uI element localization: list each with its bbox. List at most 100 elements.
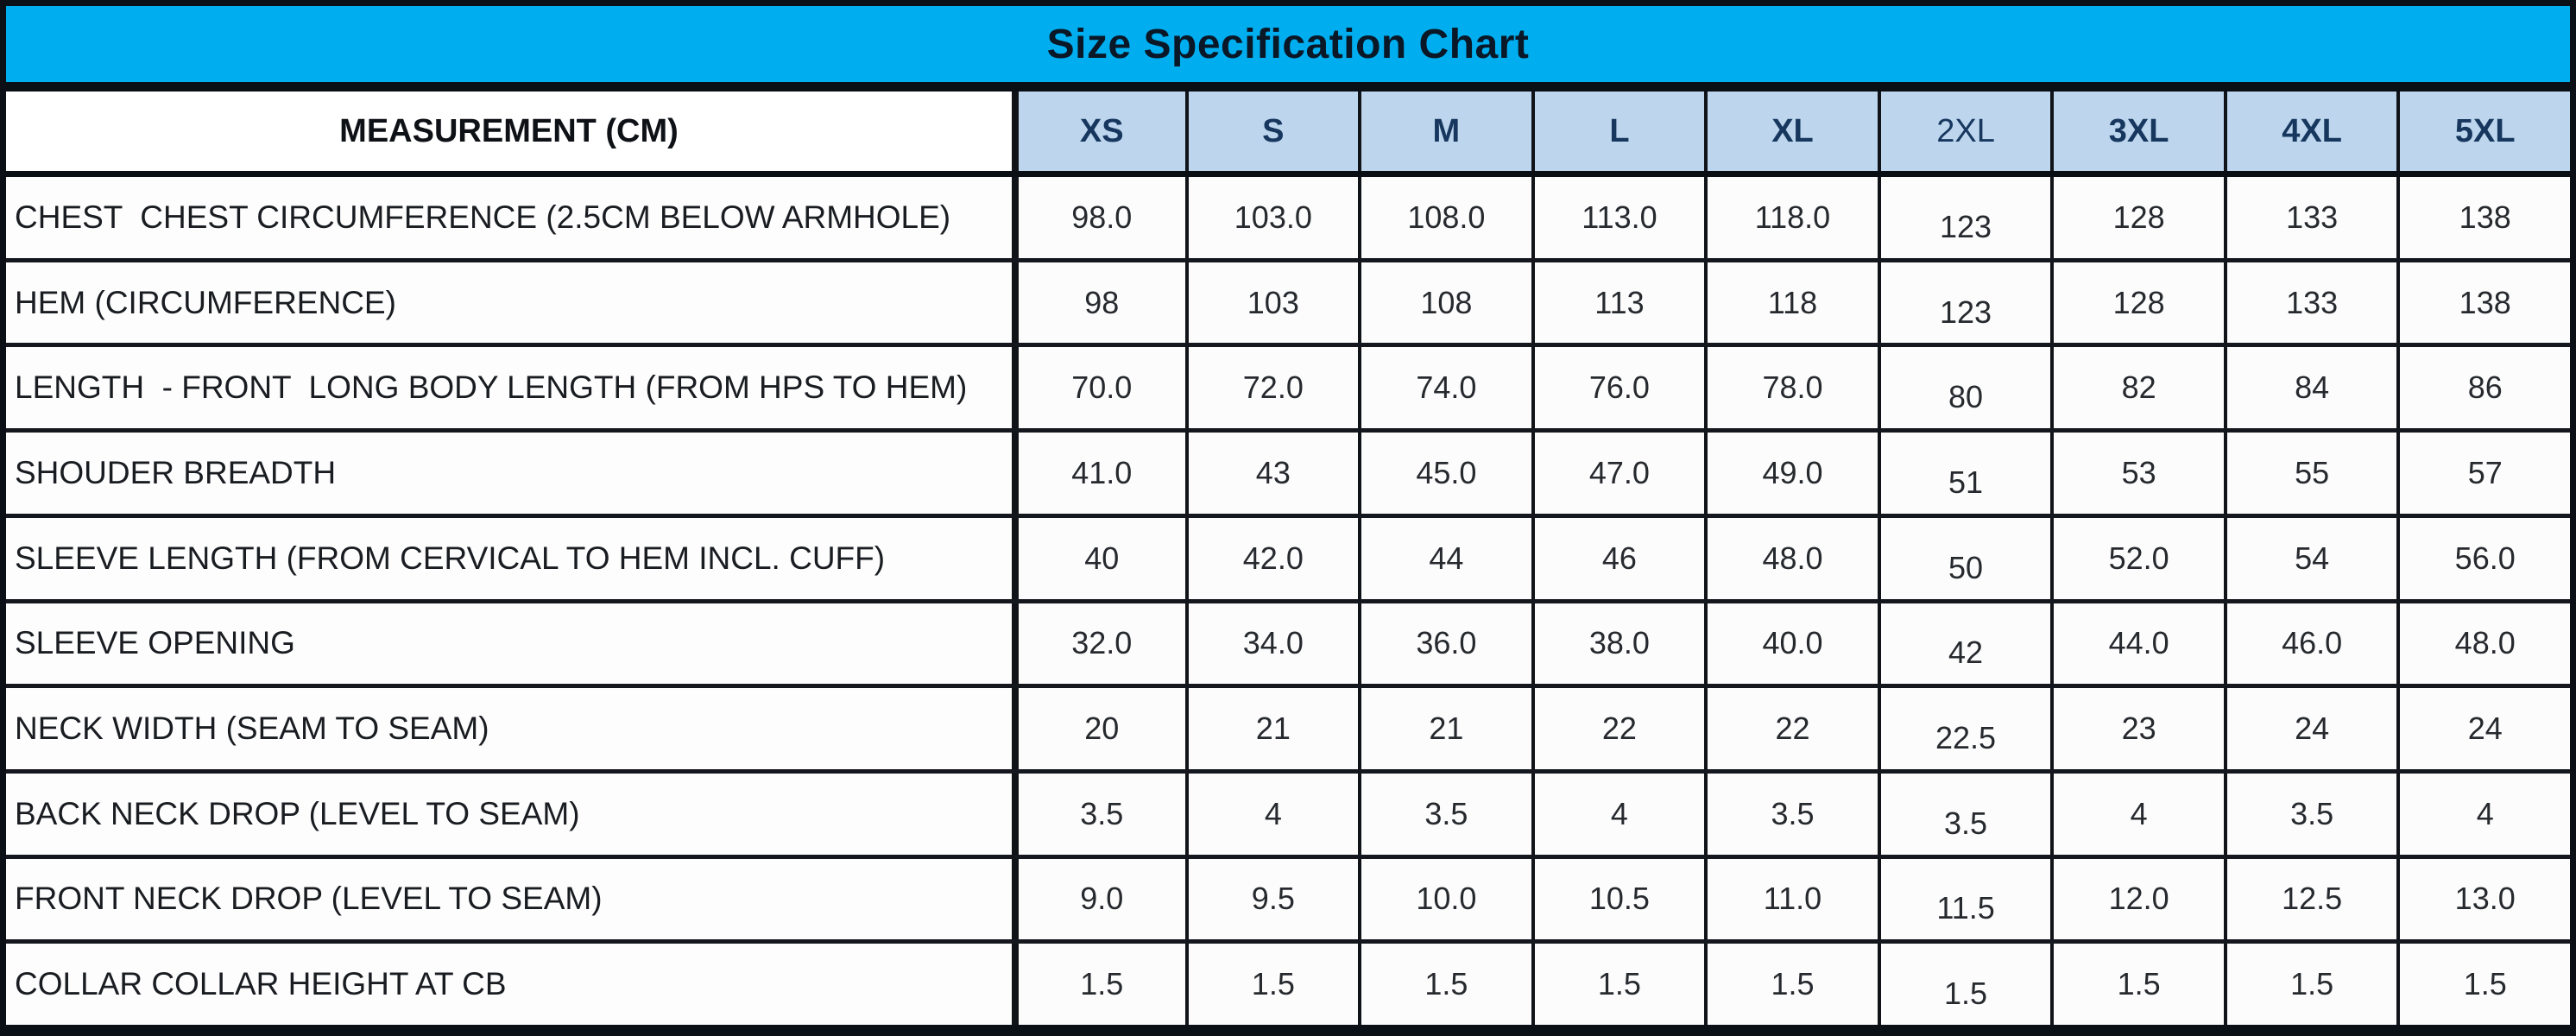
size-value-cell: 70.0 [1012, 347, 1185, 429]
size-value-cell: 123 [1877, 177, 2051, 258]
size-value-cell: 118.0 [1704, 177, 1878, 258]
size-value-cell: 98 [1012, 262, 1185, 344]
size-value-cell: 103 [1184, 262, 1359, 344]
row-label: BACK NECK DROP (LEVEL TO SEAM) [6, 773, 1012, 855]
size-value-cell: 11.0 [1704, 858, 1878, 940]
size-value-cell: 34.0 [1184, 603, 1359, 685]
size-value-cell: 133 [2223, 262, 2397, 344]
size-value-cell: 1.5 [1877, 944, 2051, 1026]
size-value-cell: 123 [1877, 262, 2051, 344]
size-column-header-2xl: 2XL [1877, 92, 2051, 171]
table-header-row: MEASUREMENT (CM) XS S M L XL 2XL 3XL 4XL 5XL [6, 92, 2570, 177]
size-value-cell: 49.0 [1704, 433, 1878, 514]
size-value-cell: 76.0 [1531, 347, 1705, 429]
size-value-cell: 74.0 [1358, 347, 1531, 429]
size-column-header-5xl: 5XL [2396, 92, 2570, 171]
size-column-header-m: M [1358, 92, 1531, 171]
row-label: HEM (CIRCUMFERENCE) [6, 262, 1012, 344]
row-label: LENGTH - FRONT LONG BODY LENGTH (FROM HP… [6, 347, 1012, 429]
size-column-header-3xl: 3XL [2050, 92, 2224, 171]
size-value-cell: 24 [2223, 688, 2397, 769]
size-value-cell: 23 [2050, 688, 2224, 769]
size-value-cell: 86 [2396, 347, 2570, 429]
size-value-cell: 44.0 [2050, 603, 2224, 685]
size-value-cell: 113 [1531, 262, 1705, 344]
size-value-cell: 57 [2396, 433, 2570, 514]
size-value-cell: 52.0 [2050, 517, 2224, 599]
size-value-cell: 46 [1531, 517, 1705, 599]
size-value-cell: 11.5 [1877, 858, 2051, 940]
size-value-cell: 3.5 [2223, 773, 2397, 855]
table-row: NECK WIDTH (SEAM TO SEAM) 20 21 21 22 22 22.5 2… [6, 684, 2570, 769]
size-column-header-l: L [1531, 92, 1705, 171]
size-value-cell: 108.0 [1358, 177, 1531, 258]
size-value-cell: 12.5 [2223, 858, 2397, 940]
size-value-cell: 21 [1184, 688, 1359, 769]
size-value-cell: 80 [1877, 347, 2051, 429]
size-value-cell: 56.0 [2396, 517, 2570, 599]
size-value-cell: 4 [2396, 773, 2570, 855]
size-value-cell: 84 [2223, 347, 2397, 429]
row-label: SHOUDER BREADTH [6, 433, 1012, 514]
size-value-cell: 40.0 [1704, 603, 1878, 685]
size-value-cell: 50 [1877, 517, 2051, 599]
row-label: COLLAR COLLAR HEIGHT AT CB [6, 944, 1012, 1026]
size-value-cell: 22.5 [1877, 688, 2051, 769]
table-row: SLEEVE OPENING 32.0 34.0 36.0 38.0 40.0 42 44.0… [6, 598, 2570, 685]
size-value-cell: 1.5 [1184, 944, 1359, 1026]
size-value-cell: 12.0 [2050, 858, 2224, 940]
size-value-cell: 128 [2050, 177, 2224, 258]
size-value-cell: 113.0 [1531, 177, 1705, 258]
size-value-cell: 3.5 [1704, 773, 1878, 855]
table-row: HEM (CIRCUMFERENCE) 98 103 108 113 118 123 128 1… [6, 257, 2570, 344]
size-value-cell: 3.5 [1012, 773, 1185, 855]
size-value-cell: 51 [1877, 433, 2051, 514]
size-value-cell: 1.5 [2223, 944, 2397, 1026]
size-value-cell: 1.5 [1531, 944, 1705, 1026]
size-value-cell: 3.5 [1358, 773, 1531, 855]
size-value-cell: 1.5 [2050, 944, 2224, 1026]
size-value-cell: 20 [1012, 688, 1185, 769]
size-value-cell: 3.5 [1877, 773, 2051, 855]
size-value-cell: 42 [1877, 603, 2051, 685]
table-title: Size Specification Chart [1046, 21, 1530, 67]
size-value-cell: 43 [1184, 433, 1359, 514]
table-row: BACK NECK DROP (LEVEL TO SEAM) 3.5 4 3.5 4 3.… [6, 768, 2570, 855]
size-value-cell: 10.5 [1531, 858, 1705, 940]
size-column-header-4xl: 4XL [2223, 92, 2397, 171]
row-label: SLEEVE OPENING [6, 603, 1012, 685]
size-value-cell: 36.0 [1358, 603, 1531, 685]
size-value-cell: 1.5 [1358, 944, 1531, 1026]
size-value-cell: 1.5 [1704, 944, 1878, 1026]
table-row: SHOUDER BREADTH 41.0 43 45.0 47.0 49.0 51 53 55 5… [6, 428, 2570, 514]
size-value-cell: 1.5 [2396, 944, 2570, 1026]
size-value-cell: 32.0 [1012, 603, 1185, 685]
size-value-cell: 24 [2396, 688, 2570, 769]
size-value-cell: 41.0 [1012, 433, 1185, 514]
size-value-cell: 1.5 [1012, 944, 1185, 1026]
size-value-cell: 44 [1358, 517, 1531, 599]
row-label: CHEST CHEST CIRCUMFERENCE (2.5CM BELOW A… [6, 177, 1012, 258]
size-value-cell: 48.0 [2396, 603, 2570, 685]
size-value-cell: 21 [1358, 688, 1531, 769]
size-value-cell: 72.0 [1184, 347, 1359, 429]
table-row: CHEST CHEST CIRCUMFERENCE (2.5CM BELOW A… [6, 177, 2570, 258]
size-value-cell: 46.0 [2223, 603, 2397, 685]
row-label: NECK WIDTH (SEAM TO SEAM) [6, 688, 1012, 769]
size-value-cell: 4 [1531, 773, 1705, 855]
measurement-column-header: MEASUREMENT (CM) [6, 92, 1012, 171]
size-value-cell: 42.0 [1184, 517, 1359, 599]
size-value-cell: 133 [2223, 177, 2397, 258]
size-value-cell: 4 [1184, 773, 1359, 855]
size-value-cell: 22 [1531, 688, 1705, 769]
size-value-cell: 55 [2223, 433, 2397, 514]
size-value-cell: 54 [2223, 517, 2397, 599]
size-value-cell: 10.0 [1358, 858, 1531, 940]
table-title-bar: Size Specification Chart [6, 6, 2570, 92]
size-value-cell: 48.0 [1704, 517, 1878, 599]
size-value-cell: 82 [2050, 347, 2224, 429]
row-label: FRONT NECK DROP (LEVEL TO SEAM) [6, 858, 1012, 940]
table-body: CHEST CHEST CIRCUMFERENCE (2.5CM BELOW A… [6, 177, 2570, 1026]
size-value-cell: 9.0 [1012, 858, 1185, 940]
size-value-cell: 138 [2396, 177, 2570, 258]
